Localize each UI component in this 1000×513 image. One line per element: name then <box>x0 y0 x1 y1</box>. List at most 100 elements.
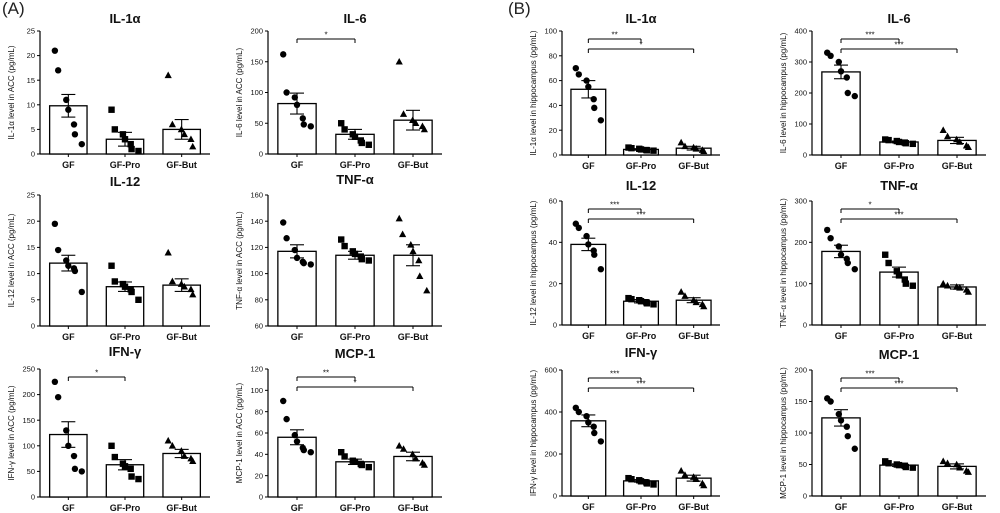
chart-title: IL-1α <box>625 11 656 26</box>
data-point <box>135 147 142 155</box>
y-tick-label: 5 <box>31 295 35 304</box>
data-point <box>121 283 129 290</box>
x-category-label: GF-Pro <box>110 160 141 170</box>
data-point <box>882 458 889 465</box>
x-category-label: GF <box>291 503 304 513</box>
y-tick-label: 0 <box>553 151 557 160</box>
data-point <box>597 266 605 273</box>
y-tick-label: 300 <box>794 58 807 67</box>
data-point <box>338 120 345 127</box>
data-point <box>65 262 72 269</box>
y-axis-label: IFN-γ level in hippocampus (pg/mL) <box>529 370 538 497</box>
significance-label: * <box>639 41 642 50</box>
y-tick-label: 120 <box>250 365 263 374</box>
data-point <box>187 135 195 143</box>
x-category-label: GF-But <box>678 331 709 341</box>
chart-b-9: TNF-α 0 100 200 300 TNF-α level in hippocampu… <box>779 178 986 341</box>
x-category-label: GF <box>582 502 595 512</box>
chart-b-10: IFN-γ 0 200 400 600 IFN-γ level in hippocampu… <box>529 345 720 512</box>
data-point <box>128 473 135 480</box>
y-axis-label: TNF-α level in ACC (pg/mL) <box>235 211 244 310</box>
data-point <box>351 458 359 465</box>
chart-a-0: IL-1α 0 5 10 15 20 25 IL-1α level in ACC (pg/mL… <box>7 11 210 170</box>
bar <box>277 436 317 498</box>
data-point <box>341 453 348 460</box>
data-point <box>108 262 115 269</box>
data-point <box>882 251 889 258</box>
data-point <box>575 408 582 416</box>
chart-title: IL-12 <box>626 178 656 193</box>
bar <box>570 243 607 326</box>
y-tick-label: 0 <box>553 321 557 330</box>
y-tick-label: 0 <box>31 150 35 159</box>
data-point <box>835 243 843 250</box>
y-tick-label: 0 <box>553 492 557 501</box>
data-point <box>637 298 645 305</box>
data-point <box>590 96 597 103</box>
data-point <box>119 131 127 138</box>
data-point <box>78 140 85 148</box>
data-point <box>895 461 903 469</box>
significance-label: * <box>353 379 356 388</box>
y-tick-label: 0 <box>803 151 807 160</box>
data-point <box>575 224 582 232</box>
data-point <box>293 101 301 109</box>
y-tick-label: 100 <box>22 441 35 450</box>
y-tick-label: 60 <box>255 322 263 331</box>
chart-b-6: IL-1α 0 20 40 60 80 100 IL-1α level in hippocam… <box>529 11 720 171</box>
data-point <box>637 146 645 153</box>
data-point <box>307 261 314 268</box>
x-category-label: GF <box>62 332 75 342</box>
data-point <box>692 145 700 152</box>
data-point <box>307 449 314 456</box>
data-point <box>54 67 62 74</box>
data-point <box>168 120 176 128</box>
data-point <box>358 139 365 147</box>
y-tick-label: 140 <box>250 217 263 226</box>
x-category-label: GF-But <box>398 160 429 170</box>
data-point <box>399 230 407 238</box>
data-point <box>677 467 685 474</box>
data-point <box>628 476 635 483</box>
data-point <box>71 267 79 275</box>
chart-title: IL-6 <box>887 11 910 26</box>
data-point <box>585 419 592 426</box>
y-tick-label: 80 <box>255 295 263 304</box>
x-category-label: GF-But <box>166 160 197 170</box>
chart-b-8: IL-12 0 20 40 60 IL-12 level in hippocampus (… <box>529 178 720 341</box>
data-point <box>585 241 592 248</box>
x-category-label: GF <box>291 160 304 170</box>
y-tick-label: 50 <box>27 467 35 476</box>
data-point <box>71 131 79 138</box>
x-category-label: GF <box>835 502 848 512</box>
data-point <box>409 247 417 255</box>
data-point <box>63 96 70 104</box>
data-point <box>111 453 119 461</box>
chart-a-3: TNF-α 60 80 100 120 140 160 TNF-α level in ACC … <box>235 172 442 342</box>
data-point <box>54 246 62 254</box>
data-point <box>338 236 345 243</box>
data-point <box>423 286 431 294</box>
data-point <box>700 481 708 489</box>
x-category-label: GF <box>835 161 848 171</box>
data-point <box>280 219 287 226</box>
data-point <box>300 446 307 454</box>
x-category-label: GF-Pro <box>626 502 657 512</box>
y-tick-label: 60 <box>549 197 557 206</box>
significance-label: *** <box>636 211 645 220</box>
x-category-label: GF-Pro <box>340 332 371 342</box>
data-point <box>111 278 119 285</box>
data-point <box>902 463 909 471</box>
y-tick-label: 100 <box>794 429 807 438</box>
x-category-label: GF-But <box>942 502 973 512</box>
y-tick-label: 120 <box>250 243 263 252</box>
panel-label-a: (A) <box>2 0 25 18</box>
data-point <box>365 257 372 264</box>
data-point <box>280 397 287 405</box>
data-point <box>300 121 307 128</box>
data-point <box>956 138 964 145</box>
y-tick-label: 200 <box>250 27 263 36</box>
data-point <box>895 138 903 146</box>
data-point <box>901 276 908 283</box>
y-tick-label: 20 <box>27 217 35 226</box>
